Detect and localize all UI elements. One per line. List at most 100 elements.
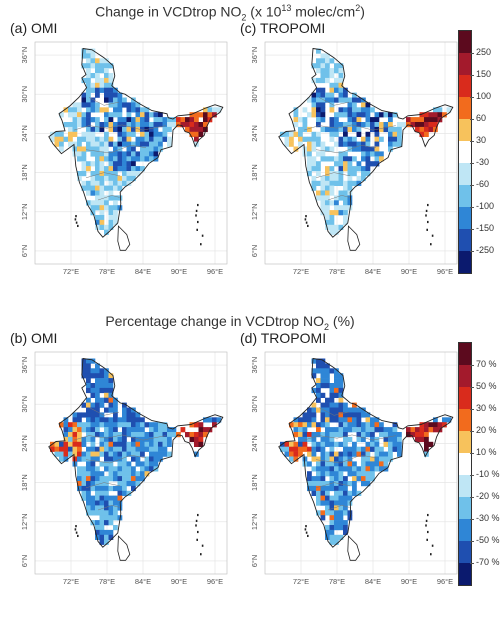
data-cell <box>356 131 362 137</box>
data-cell <box>86 461 91 467</box>
data-cell <box>144 461 150 467</box>
data-cell <box>311 402 317 408</box>
data-cell <box>343 466 348 472</box>
data-cell <box>415 122 420 128</box>
data-cell <box>370 146 375 152</box>
data-cell <box>126 441 132 447</box>
data-cell <box>104 131 109 137</box>
data-cell <box>81 471 87 477</box>
data-cell <box>77 171 82 177</box>
data-cell <box>153 427 159 433</box>
data-cell <box>347 141 353 147</box>
data-cell <box>311 476 317 482</box>
data-cell <box>54 136 60 142</box>
bottom-title-sub: 2 <box>324 321 330 332</box>
data-cell <box>352 402 357 408</box>
data-cell <box>72 417 78 423</box>
data-cell <box>95 58 100 64</box>
state-border <box>97 505 120 511</box>
colorbar-tick-label: -30 <box>476 157 490 167</box>
data-cell <box>329 397 335 403</box>
data-cell <box>329 68 335 74</box>
data-cell <box>338 461 344 467</box>
data-cell <box>131 471 136 477</box>
data-cell <box>343 156 348 162</box>
data-cell <box>81 102 87 108</box>
data-cell <box>117 112 123 118</box>
data-cell <box>77 107 82 113</box>
data-cell <box>343 112 348 118</box>
data-cell <box>72 427 78 433</box>
lon-tick-label: 72°E <box>63 267 79 276</box>
data-cell <box>113 451 118 457</box>
data-cell <box>379 112 384 118</box>
data-cell <box>316 387 321 394</box>
data-cell <box>108 185 114 191</box>
data-cell <box>108 456 114 462</box>
data-cell <box>338 525 344 531</box>
colorbar-tick <box>470 53 474 54</box>
data-cell <box>370 151 375 157</box>
data-cell <box>90 392 96 398</box>
bottom-title: Percentage change in VCDtrop NO2 (%) <box>0 313 460 332</box>
data-cell <box>325 471 330 477</box>
map-svg: 36°N30°N24°N18°N12°N6°N72°E 78°E 84°E 90°E 9… <box>20 41 228 276</box>
data-cell <box>311 387 317 394</box>
data-cell <box>320 461 326 467</box>
data-cell <box>108 122 114 128</box>
data-cell <box>392 136 398 142</box>
colorbar-tick-label: 100 <box>476 91 492 101</box>
data-cell <box>140 141 145 147</box>
lon-tick-label: 90°E <box>401 267 417 276</box>
data-cell <box>72 412 78 418</box>
data-cell <box>135 166 141 172</box>
data-cell <box>325 485 330 492</box>
top-title: Change in VCDtrop NO2 (x 1013 molec/cm2) <box>0 3 460 22</box>
data-cell <box>307 476 312 482</box>
data-cell <box>198 427 204 433</box>
data-cell <box>99 495 105 501</box>
data-cell <box>126 122 132 128</box>
data-cell <box>95 117 100 123</box>
data-cell <box>347 185 353 191</box>
data-cell <box>117 102 123 108</box>
data-cell <box>153 441 159 447</box>
data-cell <box>54 451 60 457</box>
data-cell <box>311 432 317 438</box>
data-cell <box>316 180 321 186</box>
data-cell <box>95 432 100 438</box>
data-cell <box>334 466 339 472</box>
lon-tick-label: 78°E <box>99 267 115 276</box>
data-cell <box>135 441 141 447</box>
data-cell <box>361 432 366 438</box>
colorbar-tick-label: 150 <box>476 69 492 79</box>
data-cell <box>86 185 91 191</box>
data-cell <box>144 146 150 152</box>
data-cell <box>77 481 82 487</box>
data-cell <box>63 436 69 443</box>
data-cell <box>338 122 344 128</box>
data-cell <box>356 407 362 413</box>
data-cell <box>316 48 321 54</box>
data-cell <box>108 82 114 88</box>
data-cell <box>86 107 91 113</box>
colorbar-tick <box>470 497 474 498</box>
data-cell <box>140 441 145 447</box>
data-cell <box>343 520 348 526</box>
data-cell <box>140 112 145 118</box>
data-cell <box>59 446 64 452</box>
data-cell <box>90 205 96 211</box>
data-cell <box>86 451 91 457</box>
lat-tick-label: 24°N <box>20 125 29 142</box>
data-cell <box>316 63 321 69</box>
data-cell <box>113 87 118 93</box>
data-cell <box>104 92 109 98</box>
data-cell <box>90 97 96 103</box>
data-cell <box>352 490 357 496</box>
data-cell <box>325 373 330 379</box>
data-cell <box>81 363 87 369</box>
data-cell <box>203 417 208 423</box>
data-cell <box>104 466 109 472</box>
data-cell <box>334 68 339 74</box>
data-cell <box>68 141 73 147</box>
